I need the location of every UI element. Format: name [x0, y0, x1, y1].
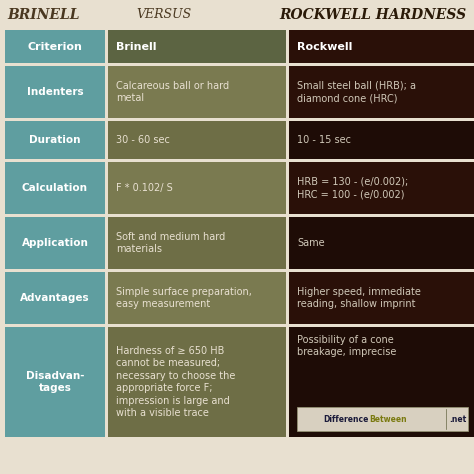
Text: Application: Application — [21, 238, 89, 248]
Text: Possibility of a cone
breakage, imprecise: Possibility of a cone breakage, imprecis… — [297, 335, 396, 357]
Bar — [289, 162, 474, 214]
Text: HRB = 130 - (e/0.002);
HRC = 100 - (e/0.002): HRB = 130 - (e/0.002); HRC = 100 - (e/0.… — [297, 177, 408, 199]
Bar — [108, 217, 286, 269]
Bar — [108, 30, 286, 63]
Bar — [297, 407, 468, 431]
Text: Difference: Difference — [323, 414, 369, 423]
Bar — [5, 121, 105, 159]
Text: F * 0.102/ S: F * 0.102/ S — [116, 183, 173, 193]
Text: Simple surface preparation,
easy measurement: Simple surface preparation, easy measure… — [116, 287, 252, 309]
Bar — [289, 121, 474, 159]
Text: Soft and medium hard
materials: Soft and medium hard materials — [116, 232, 225, 254]
Text: Hardness of ≥ 650 HB
cannot be measured;
necessary to choose the
appropriate for: Hardness of ≥ 650 HB cannot be measured;… — [116, 346, 236, 418]
Text: Indenters: Indenters — [27, 87, 83, 97]
Bar — [5, 327, 105, 437]
Text: Same: Same — [297, 238, 325, 248]
Text: Duration: Duration — [29, 135, 81, 145]
Text: Small steel ball (HRB); a
diamond cone (HRC): Small steel ball (HRB); a diamond cone (… — [297, 81, 416, 103]
Text: BRINELL: BRINELL — [7, 8, 80, 22]
Bar — [5, 66, 105, 118]
Bar — [108, 327, 286, 437]
Text: Disadvan-
tages: Disadvan- tages — [26, 371, 84, 393]
Text: Brinell: Brinell — [116, 42, 156, 52]
Text: Between: Between — [369, 414, 406, 423]
Text: .net: .net — [450, 414, 467, 423]
Text: Advantages: Advantages — [20, 293, 90, 303]
Bar — [289, 66, 474, 118]
Bar — [5, 272, 105, 324]
Bar — [5, 217, 105, 269]
Text: Calculation: Calculation — [22, 183, 88, 193]
Bar — [289, 327, 474, 437]
Text: 30 - 60 sec: 30 - 60 sec — [116, 135, 170, 145]
Bar — [289, 272, 474, 324]
Bar — [5, 162, 105, 214]
Bar — [108, 66, 286, 118]
Text: ROCKWELL HARDNESS: ROCKWELL HARDNESS — [279, 8, 466, 22]
Bar — [108, 272, 286, 324]
Bar — [289, 30, 474, 63]
Text: VERSUS: VERSUS — [137, 8, 191, 21]
Text: 10 - 15 sec: 10 - 15 sec — [297, 135, 351, 145]
Bar — [108, 121, 286, 159]
Text: Calcareous ball or hard
metal: Calcareous ball or hard metal — [116, 81, 229, 103]
Bar — [289, 217, 474, 269]
Text: Higher speed, immediate
reading, shallow imprint: Higher speed, immediate reading, shallow… — [297, 287, 421, 309]
Text: Criterion: Criterion — [27, 42, 82, 52]
Bar — [5, 30, 105, 63]
Bar — [108, 162, 286, 214]
Text: Rockwell: Rockwell — [297, 42, 352, 52]
